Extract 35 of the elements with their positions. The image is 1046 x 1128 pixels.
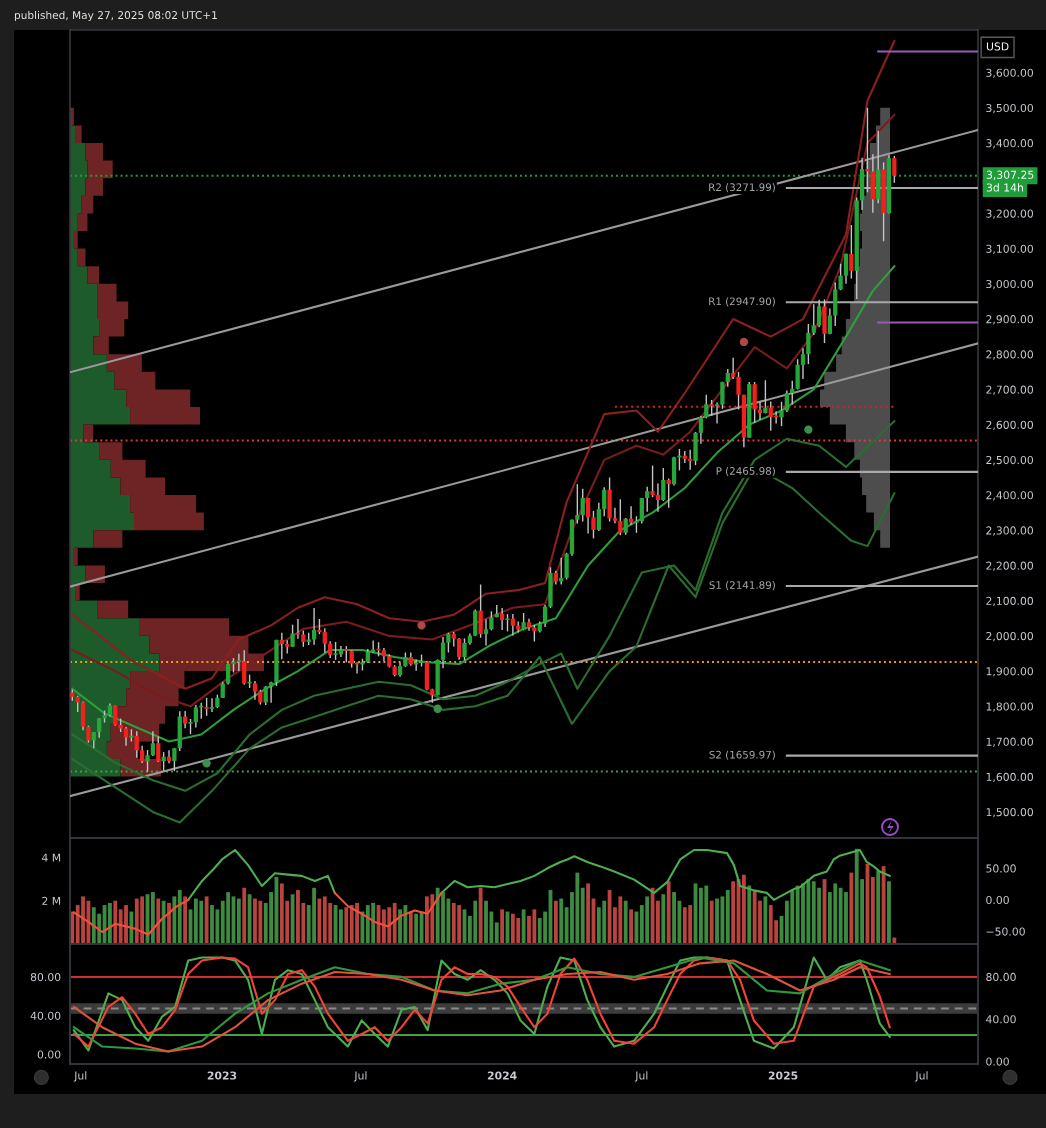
candlestick	[134, 730, 139, 759]
candlestick	[822, 298, 827, 344]
candlestick	[607, 476, 612, 523]
point	[739, 337, 749, 347]
candlestick	[322, 627, 327, 654]
point	[804, 425, 813, 434]
candlestick	[156, 735, 161, 763]
candlestick	[892, 155, 897, 184]
candlestick	[209, 697, 215, 713]
candlestick	[274, 639, 279, 687]
candlestick	[768, 400, 773, 432]
candlestick	[424, 660, 430, 691]
candlestick	[252, 680, 258, 701]
candlestick	[510, 613, 516, 637]
candlestick	[752, 381, 757, 424]
candlestick	[462, 637, 467, 661]
candlestick	[478, 583, 483, 639]
line-series	[71, 265, 896, 743]
candlestick	[585, 497, 591, 535]
candlestick	[628, 505, 634, 526]
candlestick	[580, 488, 585, 523]
candlestick	[763, 379, 768, 415]
candlestick	[290, 623, 295, 648]
candlestick	[618, 498, 623, 536]
candlestick	[816, 298, 822, 328]
point	[417, 621, 426, 630]
candlestick	[483, 618, 489, 647]
candlestick	[242, 649, 247, 686]
point	[202, 759, 211, 768]
candlestick	[295, 618, 301, 640]
candlestick	[456, 637, 462, 661]
candlestick	[193, 704, 199, 729]
candlestick	[849, 224, 854, 280]
candlestick	[161, 751, 166, 772]
point	[433, 704, 442, 713]
